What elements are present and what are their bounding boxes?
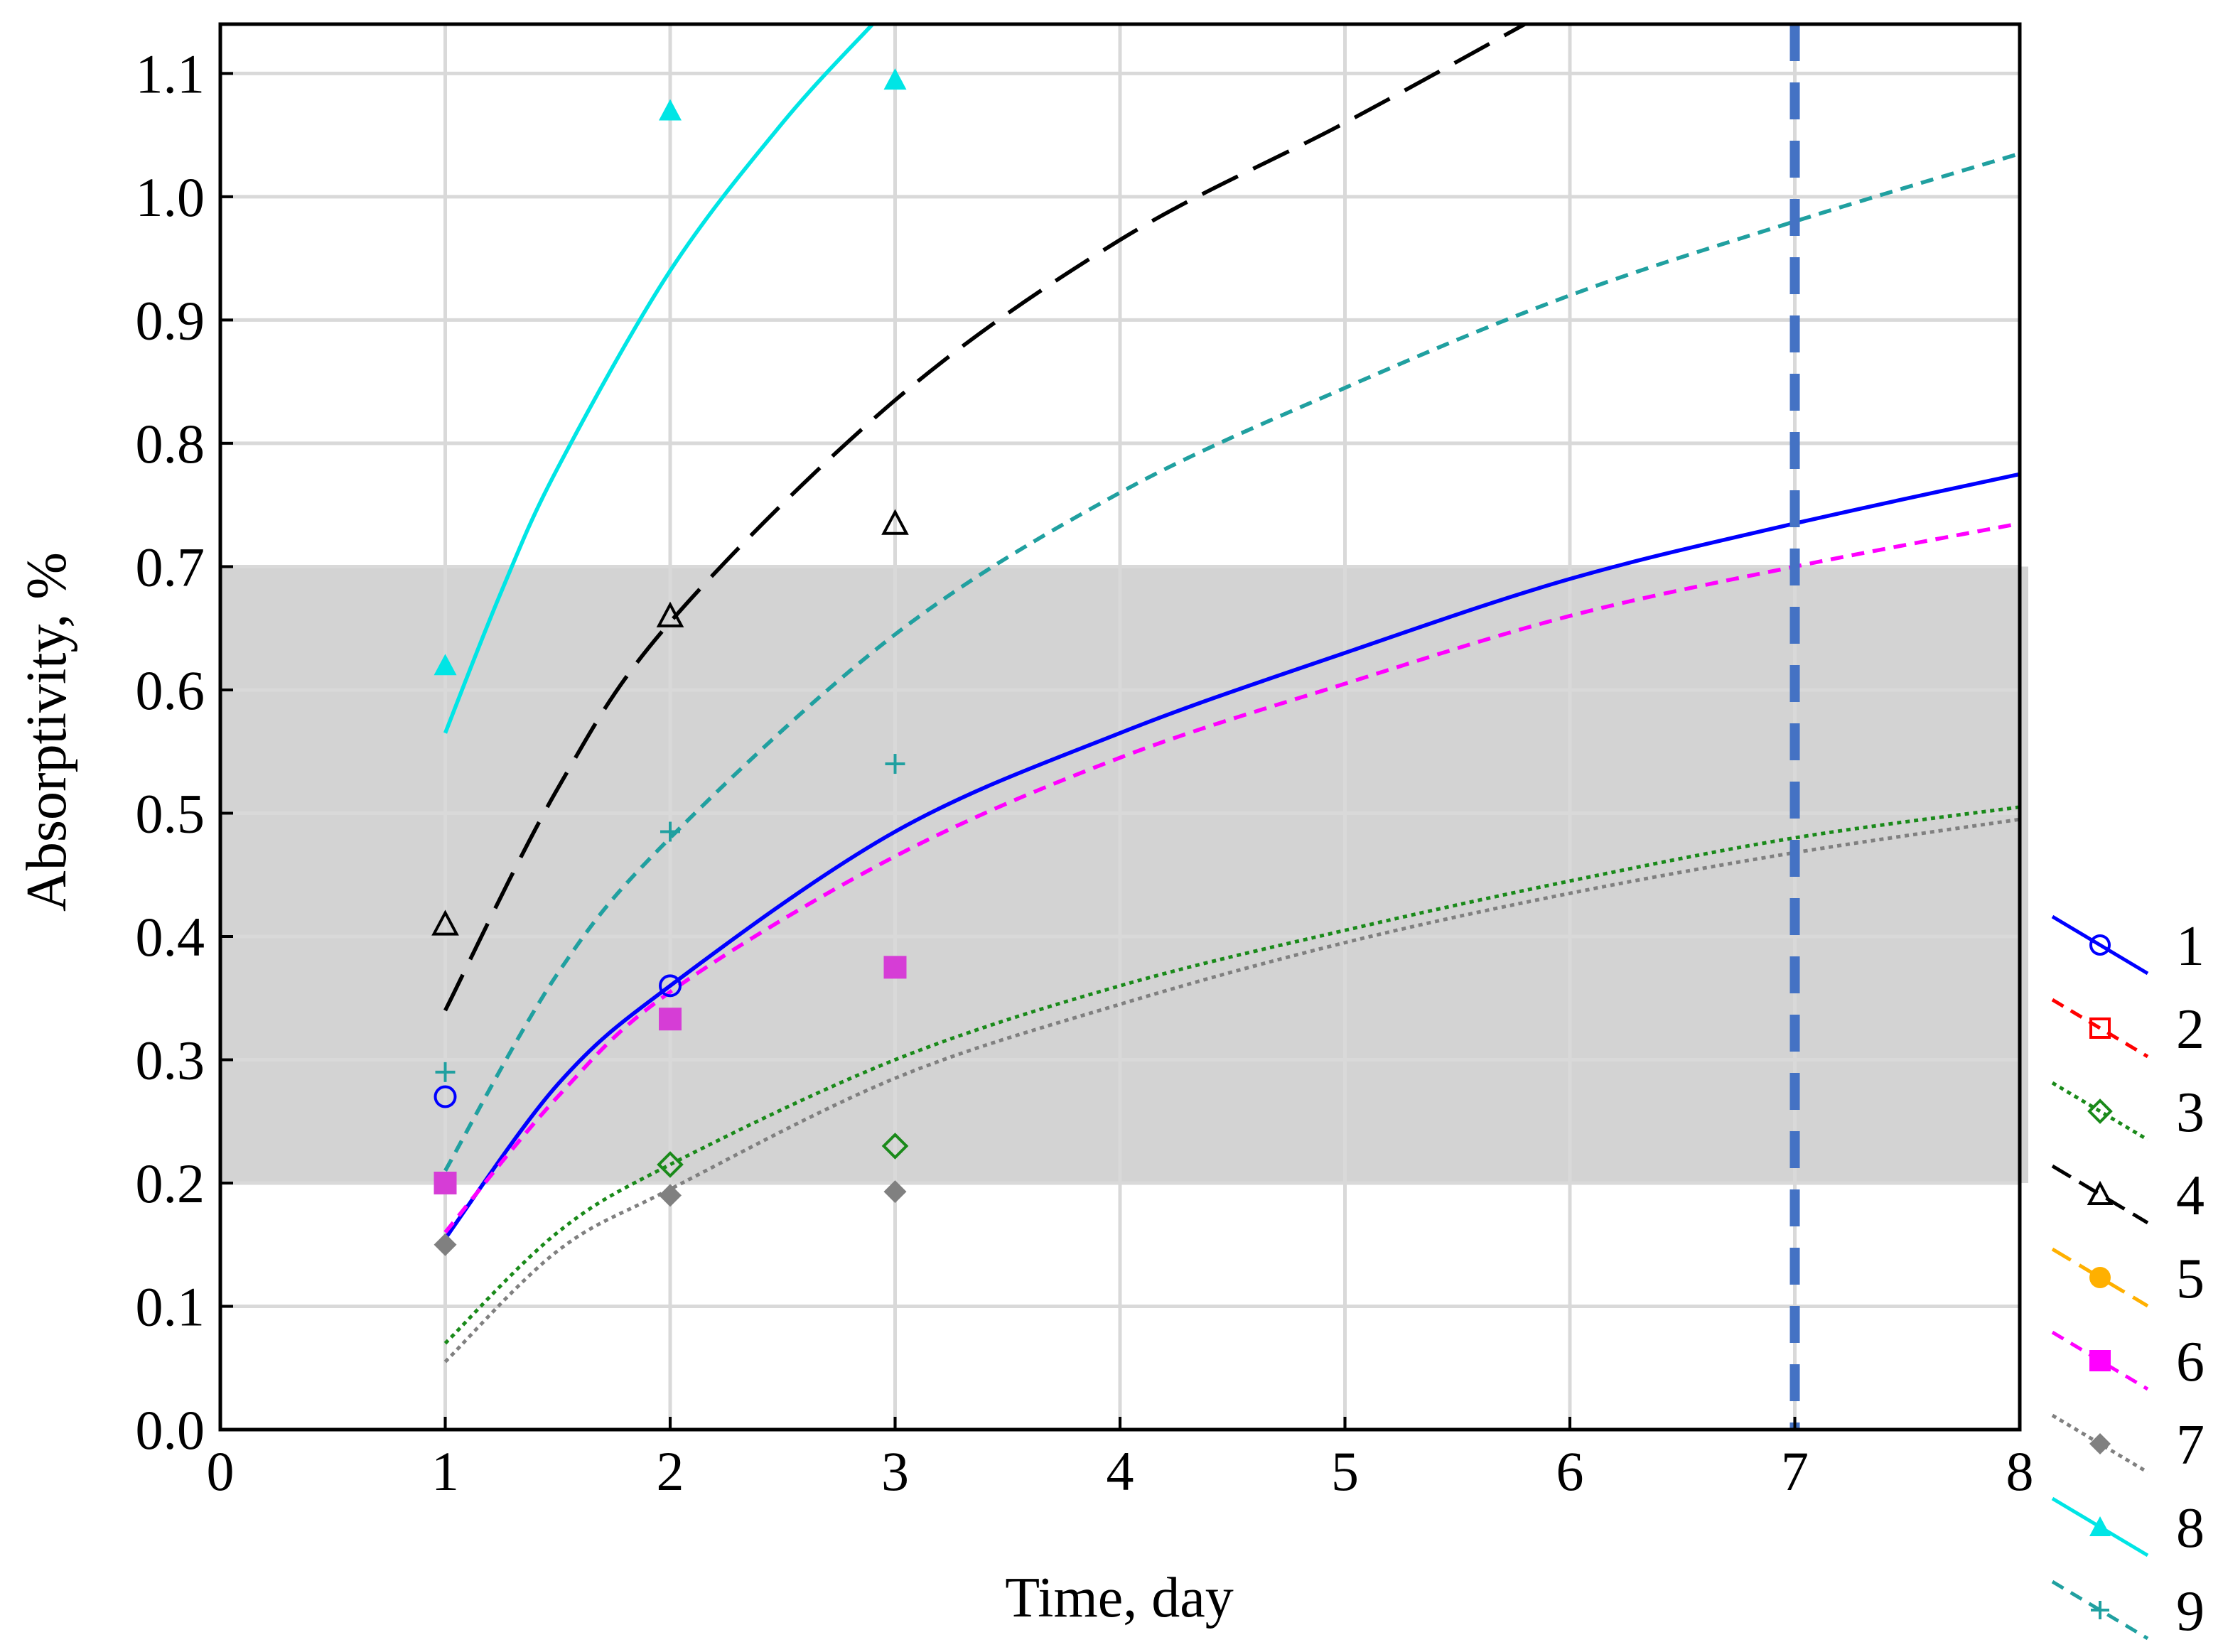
y-tick-label: 0.6: [136, 659, 205, 721]
x-tick-label: 4: [1107, 1440, 1134, 1502]
series-8-point: [659, 99, 682, 121]
legend-marker-6: [2089, 1350, 2111, 1371]
x-tick-label: 8: [2006, 1440, 2034, 1502]
series-8-point: [434, 654, 457, 676]
legend-marker-2: [2089, 1017, 2111, 1039]
legend-label-8: 8: [2176, 1497, 2205, 1560]
legend-line-5: [2051, 1247, 2149, 1308]
x-tick-label: 6: [1556, 1440, 1584, 1502]
legend-item-8: 8: [2051, 1496, 2205, 1560]
band-layer: [220, 566, 2028, 1183]
series-9-point: [885, 754, 905, 774]
legend-marker-1: [2089, 934, 2111, 956]
shaded-band: [220, 566, 2028, 1183]
legend-label-7: 7: [2176, 1414, 2205, 1476]
x-tick-label: 5: [1331, 1440, 1359, 1502]
legend-label-6: 6: [2176, 1331, 2205, 1393]
series-6-point: [883, 956, 907, 979]
legend-line-4: [2051, 1164, 2149, 1225]
series-3-point: [657, 1151, 684, 1178]
series-8-point: [883, 68, 907, 90]
series-6-point: [659, 1008, 682, 1031]
legend-item-9: 9: [2051, 1580, 2205, 1643]
legend: 1 2 3 4 5 6 7 8 9: [2051, 914, 2205, 1643]
series-9-point: [660, 821, 680, 842]
legend-item-2: 2: [2051, 998, 2205, 1061]
legend-item-5: 5: [2051, 1247, 2205, 1310]
series-1-fit-line: [443, 472, 2020, 1240]
x-tick-label: 0: [207, 1440, 235, 1502]
legend-marker-4: [2087, 1180, 2114, 1205]
series-4-point: [431, 909, 459, 936]
legend-item-4: 4: [2051, 1164, 2205, 1227]
tick-labels-layer: 0 1 2 3 4 5 6 7 8 0.0 0.1 0.2 0.3 0.4 0.5 0.6 0.7 0.8 0.9 1…: [136, 43, 2034, 1502]
y-tick-label: 1.1: [136, 43, 205, 104]
legend-marker-8: [2089, 1516, 2111, 1536]
legend-line-2: [2051, 998, 2149, 1059]
series-7-point: [659, 1184, 682, 1207]
y-tick-label: 0.4: [136, 906, 205, 968]
legend-marker-3: [2087, 1098, 2113, 1124]
legend-line-7: [2051, 1413, 2149, 1474]
legend-item-7: 7: [2051, 1413, 2205, 1476]
y-tick-label: 0.3: [136, 1029, 205, 1091]
y-tick-label: 0.2: [136, 1152, 205, 1214]
x-tick-label: 1: [431, 1440, 459, 1502]
series-6-point: [434, 1171, 457, 1194]
y-tick-label: 0.5: [136, 782, 205, 844]
x-tick-label: 7: [1781, 1440, 1809, 1502]
series-4-point: [881, 509, 909, 535]
data-points-layer: [431, 68, 909, 1256]
legend-line-9: [2051, 1580, 2149, 1641]
legend-line-1: [2051, 914, 2149, 976]
legend-label-3: 3: [2176, 1081, 2205, 1144]
series-4-fit-line: [443, 24, 1527, 1012]
legend-label-4: 4: [2176, 1165, 2205, 1227]
legend-marker-7: [2089, 1433, 2111, 1454]
x-tick-label: 3: [881, 1440, 909, 1502]
series-7-fit-line: [443, 817, 2020, 1364]
fit-lines-layer: [443, 24, 2020, 1364]
series-1-point: [659, 974, 682, 998]
y-tick-label: 0.7: [136, 536, 205, 598]
legend-label-2: 2: [2176, 998, 2205, 1061]
series-7-point: [883, 1180, 907, 1204]
series-3-point: [881, 1133, 909, 1160]
y-tick-label: 0.1: [136, 1275, 205, 1337]
legend-marker-9: [2091, 1601, 2109, 1619]
legend-item-1: 1: [2051, 914, 2205, 978]
x-tick-label: 2: [657, 1440, 684, 1502]
grid-layer: [218, 24, 2022, 1432]
series-3-fit-line: [443, 805, 2020, 1345]
legend-line-3: [2051, 1081, 2149, 1142]
legend-label-9: 9: [2176, 1580, 2205, 1643]
series-1-point: [434, 1085, 457, 1108]
y-tick-label: 1.0: [136, 166, 205, 228]
legend-line-6: [2051, 1330, 2149, 1391]
series-9-point: [435, 1062, 456, 1082]
legend-item-3: 3: [2051, 1081, 2205, 1144]
series-8-fit-line: [443, 24, 874, 734]
y-tick-label: 0.0: [136, 1399, 205, 1461]
legend-label-5: 5: [2176, 1248, 2205, 1310]
legend-item-6: 6: [2051, 1330, 2205, 1393]
series-7-point: [434, 1233, 457, 1256]
y-tick-label: 0.8: [136, 413, 205, 475]
y-tick-label: 0.9: [136, 289, 205, 351]
series-4-point: [656, 601, 684, 627]
legend-marker-5: [2089, 1267, 2111, 1288]
x-axis-title: Time, day: [1005, 1567, 1234, 1629]
series-9-fit-line: [443, 151, 2020, 1172]
legend-label-1: 1: [2176, 915, 2205, 978]
series-6-fit-line: [443, 522, 2020, 1234]
y-axis-title: Absorptivity, %: [16, 552, 78, 912]
